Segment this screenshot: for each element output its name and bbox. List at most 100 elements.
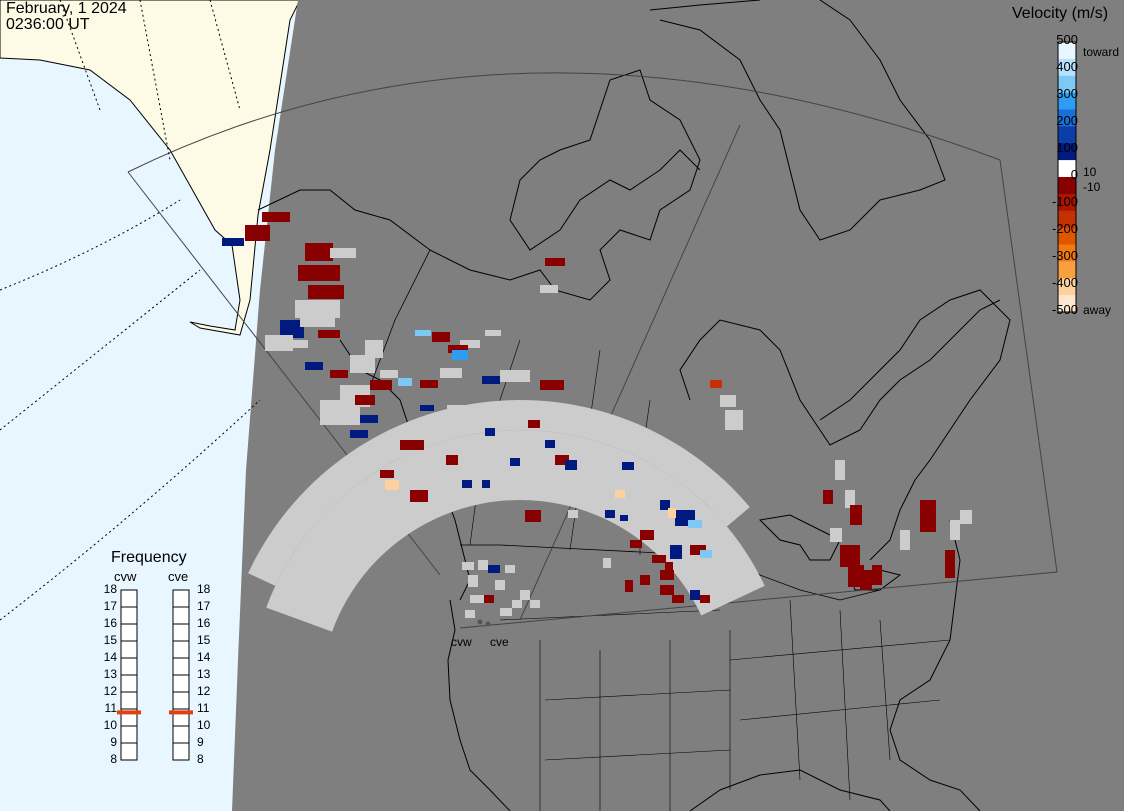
velocity-cell xyxy=(398,378,412,386)
cve-radar-site xyxy=(485,621,491,627)
velocity-cell xyxy=(380,470,394,478)
velocity-cell xyxy=(615,490,625,498)
velocity-cell xyxy=(400,440,424,450)
velocity-tick-0: 0 xyxy=(1070,167,1078,182)
velocity-toward-label: toward xyxy=(1083,45,1120,59)
cvw-frequency-tick: 17 xyxy=(103,599,117,613)
cve-frequency-tick: 14 xyxy=(197,650,211,664)
us-state-borders xyxy=(499,599,951,811)
cvw-radar-site xyxy=(477,619,483,625)
velocity-color-segment xyxy=(1058,227,1076,245)
cvw-frequency-tick: 15 xyxy=(103,633,117,647)
velocity-cell xyxy=(823,490,833,504)
velocity-cell xyxy=(262,212,290,222)
velocity-cell xyxy=(484,595,494,603)
frequency-radar-cvw: cvw xyxy=(114,569,137,584)
velocity-cell xyxy=(545,440,555,448)
velocity-cell xyxy=(700,595,710,603)
time-label: 0236:00 UT xyxy=(6,16,90,33)
velocity-cell xyxy=(835,460,845,480)
cvw-frequency-tick: 12 xyxy=(103,684,117,698)
velocity-cell xyxy=(670,545,682,559)
cve-frequency-tick: 15 xyxy=(197,633,211,647)
velocity-cell xyxy=(690,545,706,555)
velocity-cell xyxy=(460,340,480,348)
velocity-cell xyxy=(840,545,860,567)
cve-frequency-tick: 8 xyxy=(197,752,204,766)
cvw-frequency-tick: 10 xyxy=(103,718,117,732)
velocity-color-bar-frame xyxy=(1057,41,1077,313)
velocity-cell xyxy=(482,480,490,488)
coastline-gulf xyxy=(689,769,891,811)
alaska-daylit-land xyxy=(0,0,301,336)
velocity-cell xyxy=(720,395,736,407)
velocity-cell xyxy=(622,462,634,470)
velocity-cell xyxy=(265,335,293,351)
velocity-color-bar xyxy=(1057,41,1077,313)
velocity-cell xyxy=(500,370,530,382)
velocity-cell xyxy=(625,580,633,592)
ground-scatter-band xyxy=(248,400,750,586)
velocity-cell xyxy=(510,458,520,466)
cve-frequency-tick: 11 xyxy=(197,701,210,715)
cvw-frequency-tick: 11 xyxy=(104,701,117,715)
velocity-cell xyxy=(365,340,383,358)
coastline-greenland xyxy=(649,0,946,241)
velocity-cell xyxy=(690,590,700,600)
velocity-cell xyxy=(485,330,501,336)
velocity-cell xyxy=(448,345,468,353)
velocity-cell xyxy=(355,395,375,405)
cve-frequency-tick: 10 xyxy=(197,718,211,732)
velocity-cell xyxy=(380,370,398,378)
coastline-west-us xyxy=(447,599,511,811)
velocity-cell xyxy=(640,575,650,585)
velocity-cell xyxy=(495,580,505,590)
velocity-cell xyxy=(700,550,712,558)
velocity-cell xyxy=(465,610,475,618)
velocity-cell xyxy=(660,570,674,580)
coastline-canada xyxy=(257,69,701,301)
velocity-tick-400: 400 xyxy=(1056,59,1078,74)
velocity-cell xyxy=(290,340,308,348)
coastline-labrador xyxy=(819,289,1011,561)
date-label: February, 1 2024 xyxy=(6,0,127,17)
velocity-cell xyxy=(528,420,540,428)
velocity-cell xyxy=(446,455,458,465)
velocity-color-segment xyxy=(1058,126,1076,144)
night-shade-region xyxy=(232,0,1124,811)
velocity-cell xyxy=(850,505,862,525)
velocity-tick-neg200: -200 xyxy=(1051,221,1078,236)
velocity-color-segment xyxy=(1058,42,1076,60)
coastline-hudson-bay xyxy=(679,299,1001,446)
velocity-cell xyxy=(652,555,666,563)
cve-frequency-tick: 18 xyxy=(197,582,211,596)
velocity-cell xyxy=(568,510,578,518)
velocity-cell xyxy=(950,520,960,540)
velocity-tick-100: 100 xyxy=(1056,140,1078,155)
velocity-tick-300: 300 xyxy=(1056,86,1078,101)
velocity-cell xyxy=(668,508,676,518)
cvw-frequency-tick: 14 xyxy=(103,650,117,664)
velocity-cell xyxy=(308,285,344,299)
velocity-color-segment xyxy=(1058,160,1076,178)
velocity-cell xyxy=(525,510,541,522)
velocity-inner-label-neg10: -10 xyxy=(1083,180,1101,194)
velocity-cell xyxy=(945,550,955,578)
cve-frequency-marker xyxy=(169,710,193,715)
velocity-cell xyxy=(447,405,469,413)
cvw-frequency-tick: 8 xyxy=(110,752,117,766)
velocity-cell xyxy=(725,410,743,430)
velocity-cell xyxy=(470,595,488,603)
velocity-tick-neg300: -300 xyxy=(1051,248,1078,263)
velocity-cell xyxy=(660,500,670,510)
velocity-cell xyxy=(420,380,438,388)
radar-label-cve: cve xyxy=(490,635,509,649)
velocity-color-segment xyxy=(1058,295,1076,313)
velocity-cell xyxy=(462,562,474,570)
velocity-cell xyxy=(320,400,360,425)
velocity-color-segment xyxy=(1058,193,1076,212)
velocity-cell xyxy=(960,510,972,524)
velocity-color-segment xyxy=(1058,244,1076,262)
velocity-cell xyxy=(920,500,936,532)
velocity-cell xyxy=(540,380,564,390)
